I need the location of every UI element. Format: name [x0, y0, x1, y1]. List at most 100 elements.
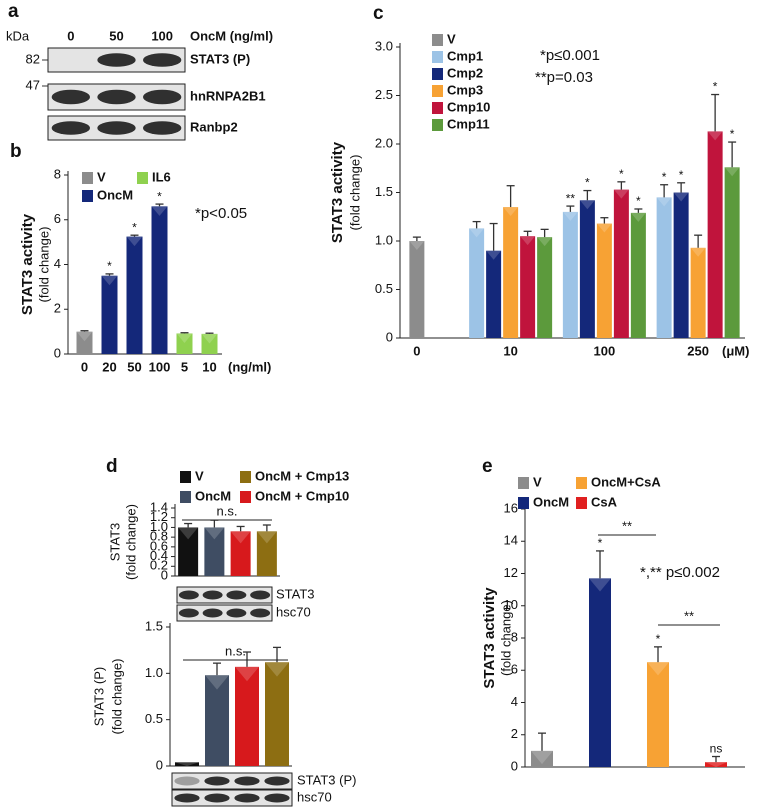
blot-band — [202, 608, 223, 618]
bar — [589, 578, 611, 767]
bar — [630, 212, 646, 338]
bar-shade — [176, 333, 193, 344]
legend-label: IL6 — [152, 169, 171, 184]
legend-label: Cmp10 — [447, 99, 490, 114]
bar — [256, 531, 277, 576]
blot-strip — [176, 586, 273, 604]
x-tick-label: 50 — [127, 359, 141, 374]
bar — [409, 241, 425, 338]
y-tick-label: 1.5 — [375, 184, 393, 199]
bar-shade — [520, 236, 536, 246]
y-tick-label: 14 — [504, 533, 518, 548]
blot-band — [226, 590, 247, 600]
y-axis-sublabel: (fold change) — [347, 155, 362, 231]
blot-band — [250, 608, 271, 618]
bar — [596, 223, 612, 338]
bar-shade — [205, 675, 229, 690]
y-axis-sublabel: (fold change) — [123, 504, 138, 580]
y-tick-label: 0.4 — [150, 548, 168, 563]
bar — [126, 236, 143, 354]
y-tick-label: 1.4 — [150, 499, 168, 514]
lane-label: 100 — [151, 28, 173, 43]
y-axis-sublabel: (fold change) — [109, 659, 124, 735]
bar-shade — [469, 228, 485, 238]
bar-shade — [673, 192, 689, 202]
bar — [579, 200, 595, 338]
blot-row-label: hsc70 — [297, 789, 332, 804]
y-axis-label: STAT3 activity — [19, 213, 36, 315]
y-tick-label: 0.5 — [375, 281, 393, 296]
bar-shade — [690, 247, 706, 257]
bar-shade — [101, 275, 118, 286]
blot-band — [142, 53, 182, 67]
y-tick-label: 1.5 — [145, 618, 163, 633]
blot-band — [142, 121, 182, 135]
legend-label: Cmp1 — [447, 48, 483, 63]
legend-label: Cmp2 — [447, 65, 483, 80]
bar-shade — [204, 527, 225, 540]
bar-shade — [531, 750, 553, 765]
legend-label: OncM + Cmp13 — [255, 468, 349, 483]
bar — [613, 189, 629, 338]
bracket-label: ** — [684, 608, 694, 623]
bar-shade — [235, 666, 259, 682]
blot-band — [234, 793, 260, 803]
blot-band — [204, 793, 230, 803]
significance-label: * — [598, 536, 603, 550]
y-axis-label: STAT3 activity — [329, 141, 346, 243]
bar-shade — [201, 333, 218, 344]
panel-label: a — [8, 1, 19, 22]
y-axis-label: STAT3 activity — [481, 587, 498, 689]
x-tick-label: 5 — [181, 359, 188, 374]
significance-label: * — [656, 632, 661, 646]
bar-shade — [579, 200, 595, 210]
bar — [724, 167, 740, 338]
bar — [175, 762, 199, 766]
legend-label: V — [195, 468, 204, 483]
y-tick-label: 1.2 — [150, 509, 168, 524]
y-tick-label: 0 — [156, 757, 163, 772]
legend-label: OncM + Cmp10 — [255, 488, 349, 503]
bar — [531, 750, 553, 767]
x-tick-label: 250 — [687, 343, 709, 358]
bar-shade — [265, 662, 289, 677]
bar-shade — [656, 197, 672, 207]
y-tick-label: 4 — [511, 694, 518, 709]
y-tick-label: 0.8 — [150, 529, 168, 544]
legend-swatch — [432, 102, 443, 114]
blot-band — [174, 776, 200, 786]
legend-swatch — [518, 497, 529, 509]
annotation: **p=0.03 — [535, 69, 593, 86]
bar — [647, 662, 669, 767]
significance-label: * — [619, 167, 624, 181]
y-tick-label: 0 — [511, 758, 518, 773]
significance-label: * — [730, 127, 735, 141]
bracket-label: n.s. — [217, 503, 238, 518]
y-tick-label: 16 — [504, 500, 518, 515]
bar — [230, 531, 251, 576]
y-tick-label: 0.6 — [150, 538, 168, 553]
y-tick-label: 2 — [54, 301, 61, 316]
significance-label: * — [132, 220, 137, 234]
bar — [265, 662, 289, 766]
legend-swatch — [432, 51, 443, 63]
y-tick-label: 12 — [504, 565, 518, 580]
blot-band — [234, 776, 260, 786]
x-tick-label: 10 — [503, 343, 517, 358]
legend-swatch — [432, 34, 443, 46]
legend-label: V — [447, 31, 456, 46]
bar-shade — [76, 331, 93, 342]
y-axis-sublabel: (fold change) — [498, 600, 513, 676]
blot-band — [97, 121, 136, 135]
bar — [76, 331, 93, 354]
bar-shade — [589, 578, 611, 592]
bar-shade — [537, 237, 553, 247]
legend-swatch — [576, 497, 587, 509]
bar-shade — [707, 131, 723, 141]
annotation: *p<0.05 — [195, 205, 247, 222]
blot-row-label: Ranbp2 — [190, 119, 238, 134]
significance-label: * — [679, 168, 684, 182]
legend-swatch — [240, 471, 251, 483]
legend-label: V — [533, 474, 542, 489]
x-tick-label: 10 — [202, 359, 216, 374]
